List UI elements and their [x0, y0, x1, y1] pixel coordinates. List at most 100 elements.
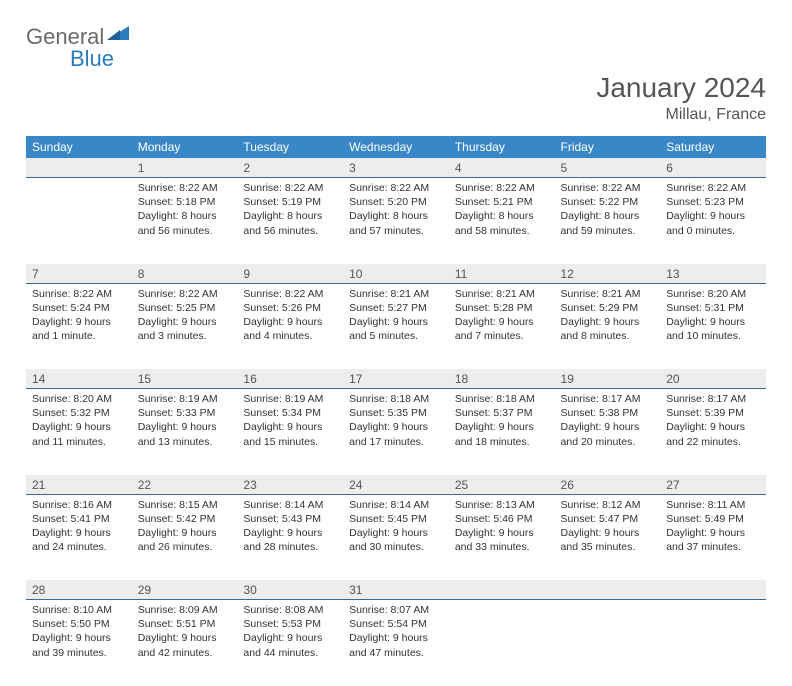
- detail-line: Sunset: 5:32 PM: [32, 406, 126, 420]
- logo-word-blue: Blue: [70, 46, 129, 72]
- day-number: 15: [132, 369, 238, 388]
- day-number: 18: [449, 369, 555, 388]
- week-row: Sunrise: 8:22 AMSunset: 5:18 PMDaylight:…: [26, 178, 766, 264]
- day-details: Sunrise: 8:21 AMSunset: 5:29 PMDaylight:…: [555, 284, 661, 348]
- daynum-cell: 27: [660, 475, 766, 495]
- detail-line: Sunset: 5:54 PM: [349, 617, 443, 631]
- calendar-body: 123456Sunrise: 8:22 AMSunset: 5:18 PMDay…: [26, 158, 766, 686]
- detail-line: Sunrise: 8:18 AM: [349, 392, 443, 406]
- day-number: 16: [237, 369, 343, 388]
- day-number: [660, 580, 766, 585]
- month-title: January 2024: [26, 72, 766, 104]
- day-number: [26, 158, 132, 163]
- day-details: Sunrise: 8:20 AMSunset: 5:31 PMDaylight:…: [660, 284, 766, 348]
- daynum-cell: 21: [26, 475, 132, 495]
- detail-line: Sunset: 5:46 PM: [455, 512, 549, 526]
- logo-triangle-icon: [107, 24, 129, 40]
- day-number: 6: [660, 158, 766, 177]
- detail-line: Sunset: 5:41 PM: [32, 512, 126, 526]
- detail-line: Sunrise: 8:10 AM: [32, 603, 126, 617]
- detail-line: Sunrise: 8:13 AM: [455, 498, 549, 512]
- daynum-cell: 28: [26, 580, 132, 600]
- detail-line: Sunrise: 8:21 AM: [349, 287, 443, 301]
- detail-line: Daylight: 9 hours and 37 minutes.: [666, 526, 760, 554]
- detail-line: Sunrise: 8:17 AM: [666, 392, 760, 406]
- day-details: Sunrise: 8:19 AMSunset: 5:33 PMDaylight:…: [132, 389, 238, 453]
- title-block: January 2024 Millau, France: [26, 72, 766, 124]
- daynum-cell: 5: [555, 158, 661, 178]
- day-number: 3: [343, 158, 449, 177]
- daynum-cell: 30: [237, 580, 343, 600]
- detail-line: Daylight: 9 hours and 1 minute.: [32, 315, 126, 343]
- weekday-row: SundayMondayTuesdayWednesdayThursdayFrid…: [26, 136, 766, 158]
- detail-line: Sunset: 5:50 PM: [32, 617, 126, 631]
- day-number: 19: [555, 369, 661, 388]
- day-number: [449, 580, 555, 585]
- weekday-header: Wednesday: [343, 136, 449, 158]
- detail-line: Sunrise: 8:20 AM: [666, 287, 760, 301]
- detail-line: Daylight: 9 hours and 42 minutes.: [138, 631, 232, 659]
- day-details: Sunrise: 8:13 AMSunset: 5:46 PMDaylight:…: [449, 495, 555, 559]
- detail-line: Daylight: 9 hours and 0 minutes.: [666, 209, 760, 237]
- detail-line: Daylight: 8 hours and 59 minutes.: [561, 209, 655, 237]
- daynum-cell: 4: [449, 158, 555, 178]
- day-number: 17: [343, 369, 449, 388]
- daynum-cell: 14: [26, 369, 132, 389]
- day-details: Sunrise: 8:14 AMSunset: 5:45 PMDaylight:…: [343, 495, 449, 559]
- detail-line: Sunset: 5:47 PM: [561, 512, 655, 526]
- daynum-cell: 7: [26, 264, 132, 284]
- day-number: 13: [660, 264, 766, 283]
- detail-line: Sunrise: 8:22 AM: [243, 287, 337, 301]
- daynum-cell: 15: [132, 369, 238, 389]
- day-cell: Sunrise: 8:16 AMSunset: 5:41 PMDaylight:…: [26, 494, 132, 580]
- day-details: Sunrise: 8:11 AMSunset: 5:49 PMDaylight:…: [660, 495, 766, 559]
- daynum-cell: 9: [237, 264, 343, 284]
- calendar-table: SundayMondayTuesdayWednesdayThursdayFrid…: [26, 136, 766, 686]
- day-cell: [555, 600, 661, 686]
- detail-line: Sunset: 5:42 PM: [138, 512, 232, 526]
- day-number: 12: [555, 264, 661, 283]
- detail-line: Sunset: 5:33 PM: [138, 406, 232, 420]
- detail-line: Sunrise: 8:17 AM: [561, 392, 655, 406]
- detail-line: Sunset: 5:31 PM: [666, 301, 760, 315]
- day-details: Sunrise: 8:09 AMSunset: 5:51 PMDaylight:…: [132, 600, 238, 664]
- day-cell: Sunrise: 8:19 AMSunset: 5:34 PMDaylight:…: [237, 389, 343, 475]
- detail-line: Daylight: 9 hours and 5 minutes.: [349, 315, 443, 343]
- detail-line: Sunset: 5:26 PM: [243, 301, 337, 315]
- day-cell: Sunrise: 8:22 AMSunset: 5:26 PMDaylight:…: [237, 283, 343, 369]
- detail-line: Daylight: 8 hours and 56 minutes.: [138, 209, 232, 237]
- weekday-header: Sunday: [26, 136, 132, 158]
- detail-line: Sunrise: 8:11 AM: [666, 498, 760, 512]
- detail-line: Sunrise: 8:19 AM: [243, 392, 337, 406]
- daynum-row: 14151617181920: [26, 369, 766, 389]
- day-number: 5: [555, 158, 661, 177]
- day-number: 27: [660, 475, 766, 494]
- detail-line: Sunrise: 8:22 AM: [138, 287, 232, 301]
- daynum-cell: 13: [660, 264, 766, 284]
- detail-line: Sunset: 5:38 PM: [561, 406, 655, 420]
- day-cell: Sunrise: 8:19 AMSunset: 5:33 PMDaylight:…: [132, 389, 238, 475]
- detail-line: Sunrise: 8:19 AM: [138, 392, 232, 406]
- day-cell: Sunrise: 8:18 AMSunset: 5:37 PMDaylight:…: [449, 389, 555, 475]
- day-number: 25: [449, 475, 555, 494]
- day-number: 2: [237, 158, 343, 177]
- day-number: 30: [237, 580, 343, 599]
- day-cell: Sunrise: 8:13 AMSunset: 5:46 PMDaylight:…: [449, 494, 555, 580]
- detail-line: Sunrise: 8:08 AM: [243, 603, 337, 617]
- detail-line: Daylight: 9 hours and 4 minutes.: [243, 315, 337, 343]
- daynum-cell: [26, 158, 132, 178]
- detail-line: Sunrise: 8:14 AM: [349, 498, 443, 512]
- detail-line: Daylight: 9 hours and 13 minutes.: [138, 420, 232, 448]
- daynum-cell: 29: [132, 580, 238, 600]
- day-cell: Sunrise: 8:20 AMSunset: 5:31 PMDaylight:…: [660, 283, 766, 369]
- day-cell: [26, 178, 132, 264]
- location-label: Millau, France: [26, 106, 766, 124]
- daynum-cell: [660, 580, 766, 600]
- day-details: Sunrise: 8:20 AMSunset: 5:32 PMDaylight:…: [26, 389, 132, 453]
- detail-line: Sunset: 5:27 PM: [349, 301, 443, 315]
- day-number: 24: [343, 475, 449, 494]
- daynum-cell: [555, 580, 661, 600]
- day-cell: Sunrise: 8:22 AMSunset: 5:23 PMDaylight:…: [660, 178, 766, 264]
- detail-line: Sunset: 5:20 PM: [349, 195, 443, 209]
- day-number: 1: [132, 158, 238, 177]
